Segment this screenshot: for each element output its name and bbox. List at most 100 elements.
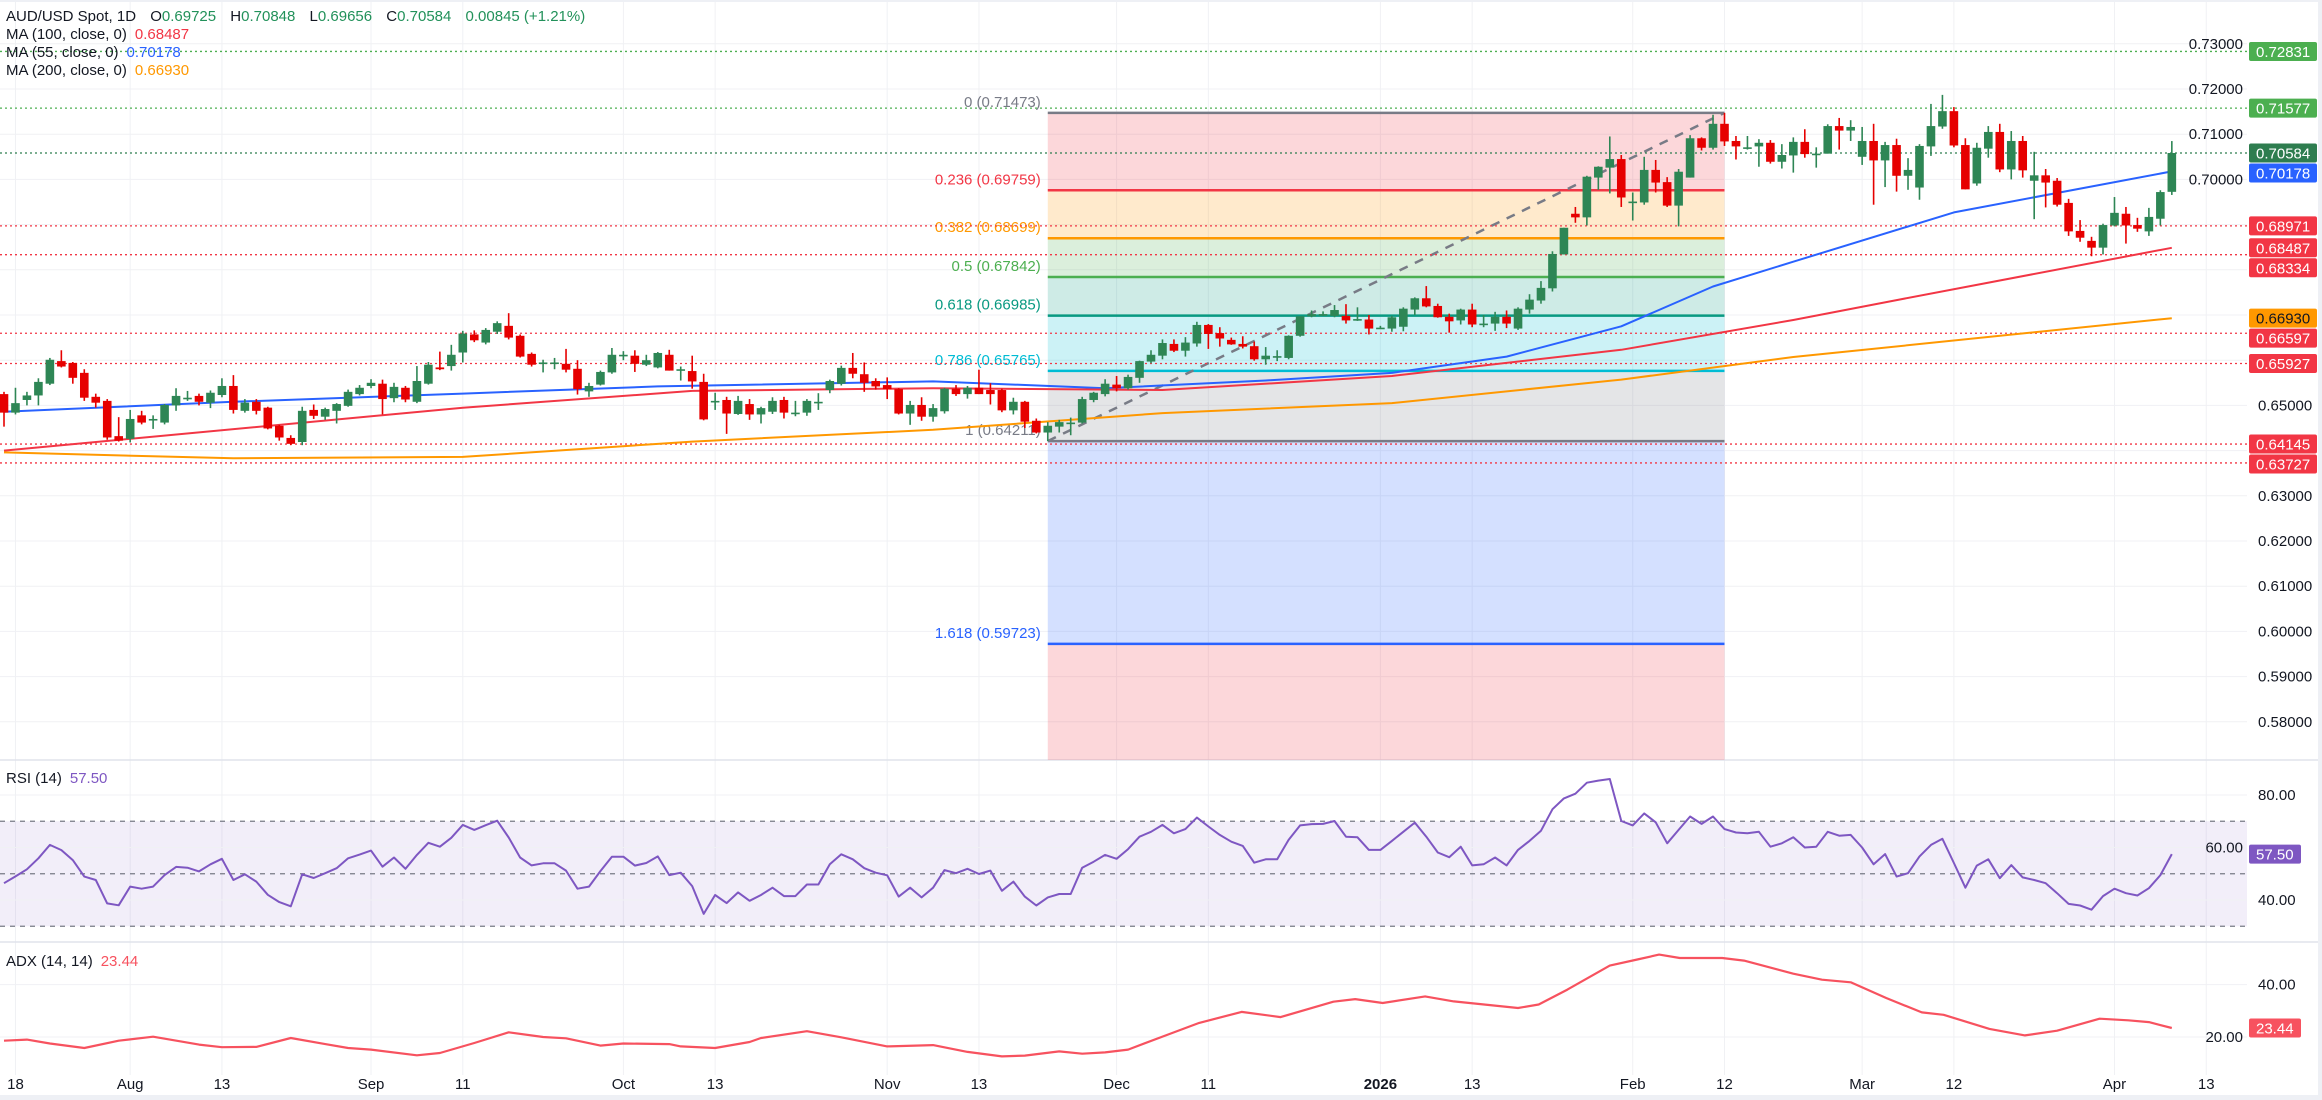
candle-body [2110,212,2119,226]
candle-body [1077,399,1087,423]
candle-body [160,404,169,423]
candle-body [1249,346,1259,360]
candle [366,379,376,389]
candle-body [642,360,651,365]
adx-legend[interactable]: ADX (14, 14) 23.44 [6,953,138,970]
rsi-axis-tick: 40.00 [2258,892,2296,909]
candle [802,399,812,416]
candle [1743,136,1752,150]
candle [1857,126,1867,165]
candle-body [137,415,146,423]
candle-body [1009,401,1018,411]
candle-body [1490,316,1500,324]
candle-body [1204,324,1213,334]
candle [1823,124,1833,154]
candle-body [1789,141,1798,156]
candle [1662,177,1672,207]
candle [997,388,1007,413]
rsi-axis-tick: 80.00 [2258,787,2296,804]
legend-ma-200[interactable]: MA (200, close, 0) 0.66930 [6,62,193,79]
candle [2087,236,2096,257]
ma-100-value: 0.68487 [134,26,190,43]
time-axis-tick: Aug [117,1076,144,1093]
time-axis-tick: 18 [7,1076,24,1093]
candle-body [148,418,158,421]
candle [252,399,261,415]
candle [1972,142,1982,186]
price-axis-tick: 0.60000 [2258,623,2312,640]
candle [527,352,536,367]
time-axis-tick: 12 [1946,1076,1963,1093]
ma-200-label: MA (200, close, 0) [6,62,127,79]
price-axis-tick: 0.61000 [2258,578,2312,595]
candle [538,359,548,373]
candle [2018,136,2028,178]
legend-ma-55[interactable]: MA (55, close, 0) 0.70178 [6,44,185,61]
close-value: 0.70584 [397,8,452,25]
candle-body [79,372,89,398]
candle-body [894,389,903,414]
candle-body [1341,315,1351,321]
price-badge [2249,434,2317,454]
candle-body [1594,166,1603,178]
candle-body [1421,298,1431,307]
candle [974,369,984,395]
candle [1444,313,1454,333]
candle-body [940,388,949,412]
candle [274,424,284,441]
time-axis-tick: Oct [612,1076,636,1093]
candle [917,397,926,421]
candle-body [1926,126,1936,147]
candle [1433,303,1443,318]
price-axis-tick: 0.65000 [2258,397,2312,414]
candle [1834,117,1844,150]
candle-body [320,409,330,417]
candle-body [1032,420,1041,433]
price-badge [2249,41,2317,61]
candle-body [710,400,720,403]
candle-body [974,387,984,395]
rsi-legend[interactable]: RSI (14) 57.50 [6,770,107,787]
candle-body [1766,142,1775,162]
candle [1674,169,1683,227]
candle-body [343,391,353,406]
candle-body [57,361,66,367]
candle [1639,156,1649,205]
candle [791,400,800,417]
candle [1479,315,1488,328]
rsi-title: RSI (14) [6,770,62,787]
candle [1536,281,1546,304]
candle [1020,400,1030,428]
candle [102,399,112,440]
candle [1261,347,1270,365]
candle [1559,227,1569,255]
fib-band-1.618 [1047,643,1725,760]
candle [11,387,20,415]
time-axis-tick: 2026 [1364,1076,1397,1093]
candle-body [596,371,605,385]
candle [1364,315,1374,335]
candle-body [1513,308,1523,329]
candle [928,404,938,422]
time-axis-tick: Mar [1849,1076,1875,1093]
candle [1938,94,1947,129]
price-badge [2249,216,2317,236]
time-axis-tick: 13 [2198,1076,2215,1093]
candle-body [1639,169,1649,203]
legend-ma-100[interactable]: MA (100, close, 0) 0.68487 [6,26,193,43]
candle [1169,339,1179,353]
candle-body [1995,131,2005,170]
price-axis-tick: 0.70000 [2189,171,2243,188]
candle-body [1823,126,1833,154]
candle-body [837,367,846,384]
candle-body [779,399,789,413]
candle-body [1938,111,1947,127]
price-badge [2249,328,2317,348]
price-axis-tick: 0.71000 [2189,126,2243,143]
candle-body [1903,169,1913,176]
candle [653,352,663,369]
candle-body [2167,153,2177,192]
price-axis-tick: 0.62000 [2258,533,2312,550]
adx-axis-tick: 20.00 [2205,1029,2243,1046]
